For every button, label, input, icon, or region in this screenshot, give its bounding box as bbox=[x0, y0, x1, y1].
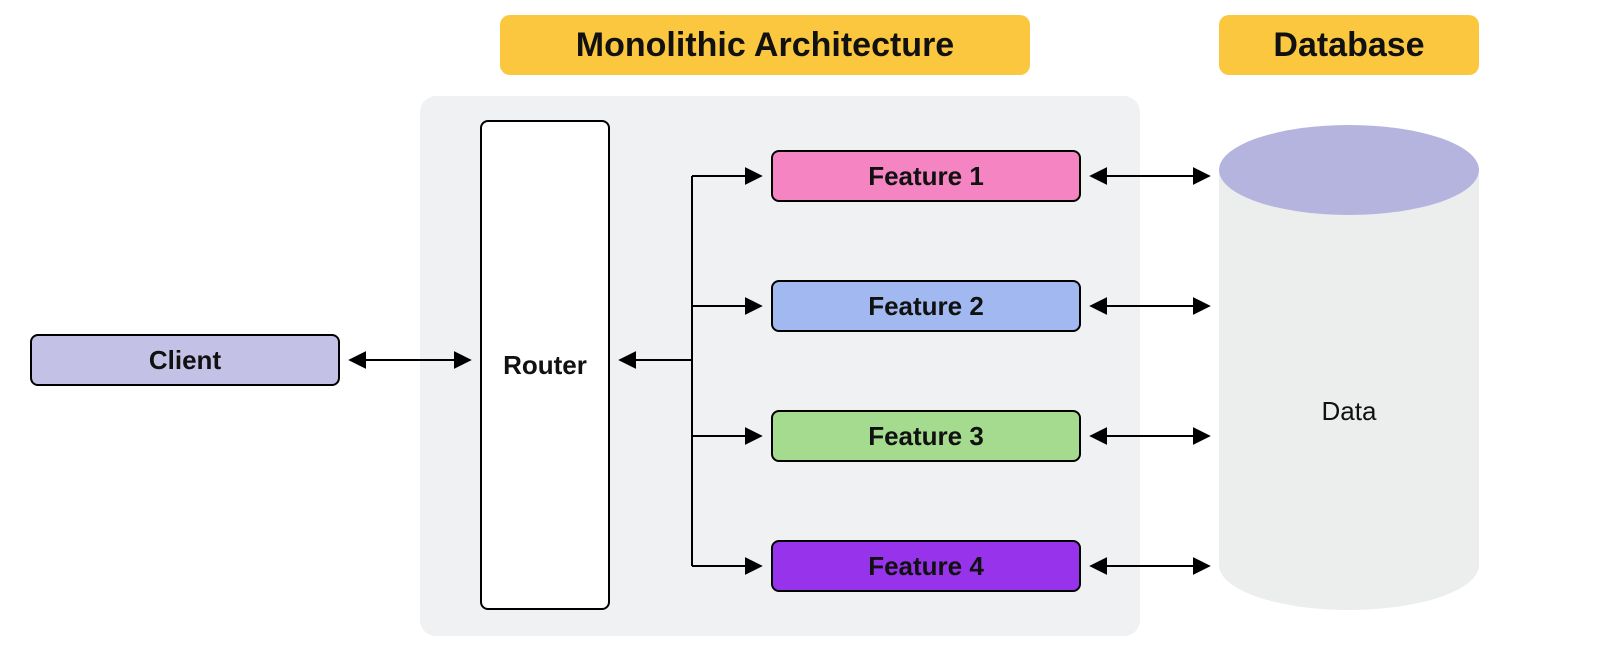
feature-box-2: Feature 2 bbox=[771, 280, 1081, 332]
router-box: Router bbox=[480, 120, 610, 610]
database-label: Data bbox=[1219, 392, 1479, 432]
router-label: Router bbox=[503, 350, 587, 381]
client-label: Client bbox=[149, 345, 221, 376]
title-database: Database bbox=[1219, 15, 1479, 75]
feature-label-2: Feature 2 bbox=[868, 291, 984, 322]
feature-box-3: Feature 3 bbox=[771, 410, 1081, 462]
feature-box-4: Feature 4 bbox=[771, 540, 1081, 592]
feature-label-3: Feature 3 bbox=[868, 421, 984, 452]
title-monolith: Monolithic Architecture bbox=[500, 15, 1030, 75]
feature-label-4: Feature 4 bbox=[868, 551, 984, 582]
title-database-label: Database bbox=[1273, 26, 1424, 65]
feature-label-1: Feature 1 bbox=[868, 161, 984, 192]
client-box: Client bbox=[30, 334, 340, 386]
feature-box-1: Feature 1 bbox=[771, 150, 1081, 202]
title-monolith-label: Monolithic Architecture bbox=[576, 26, 954, 65]
